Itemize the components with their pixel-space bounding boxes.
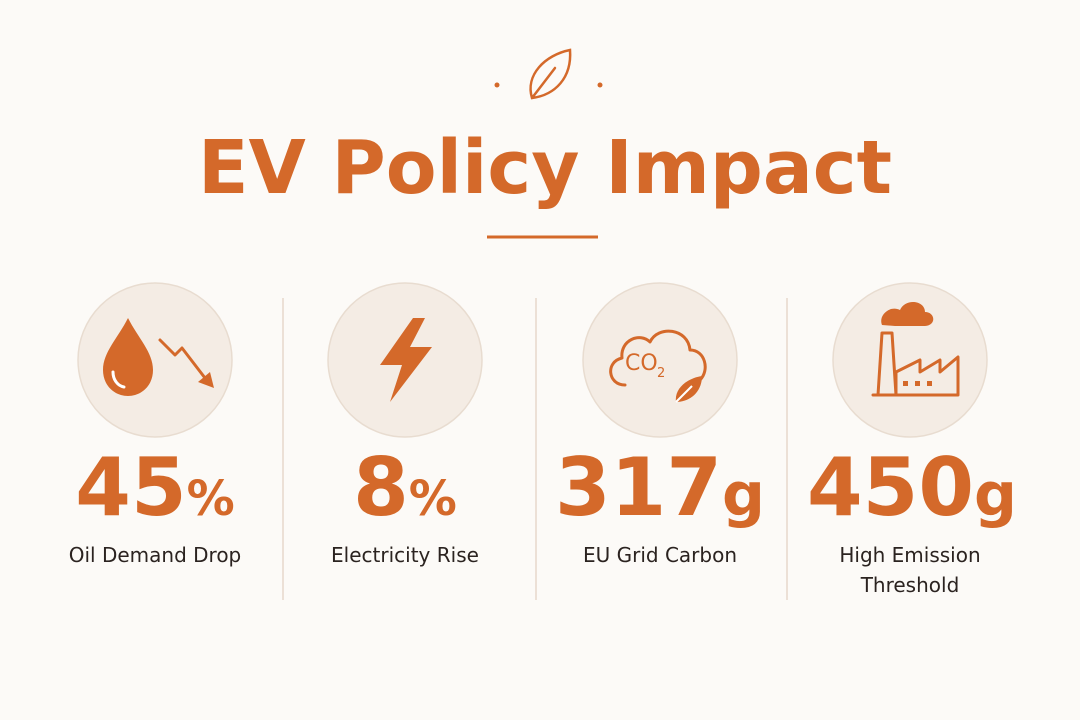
stat-value: 45% xyxy=(75,441,234,534)
stat-label: Oil Demand Drop xyxy=(69,543,242,567)
stat-number: 45 xyxy=(75,441,186,534)
title: EV Policy Impact xyxy=(198,125,892,211)
stat-label: Electricity Rise xyxy=(331,543,479,567)
stat-value: 8% xyxy=(353,441,457,534)
leaf-ornament xyxy=(494,48,603,100)
stat-unit: % xyxy=(409,471,457,527)
lightning-icon xyxy=(380,318,432,402)
oil-drop-icon xyxy=(103,318,214,396)
stat-number: 8 xyxy=(353,441,409,534)
icon-circles xyxy=(77,282,988,438)
dividers xyxy=(282,298,788,600)
stat-label: EU Grid Carbon xyxy=(583,543,737,567)
stat-unit: g xyxy=(974,460,1017,530)
stat-unit: g xyxy=(722,460,765,530)
co2-icon: CO 2 xyxy=(609,329,707,403)
stat-label: High Emission xyxy=(839,543,980,567)
co2-text: CO xyxy=(625,351,658,376)
stat-number: 450 xyxy=(807,441,974,534)
stat-unit: % xyxy=(187,471,235,527)
stat-value: 450g xyxy=(807,441,1017,534)
co2-subscript: 2 xyxy=(657,366,665,381)
stat-value: 317g xyxy=(555,441,765,534)
factory-icon xyxy=(871,301,960,397)
stat-label: Threshold xyxy=(860,573,960,597)
stat-number: 317 xyxy=(555,441,722,534)
